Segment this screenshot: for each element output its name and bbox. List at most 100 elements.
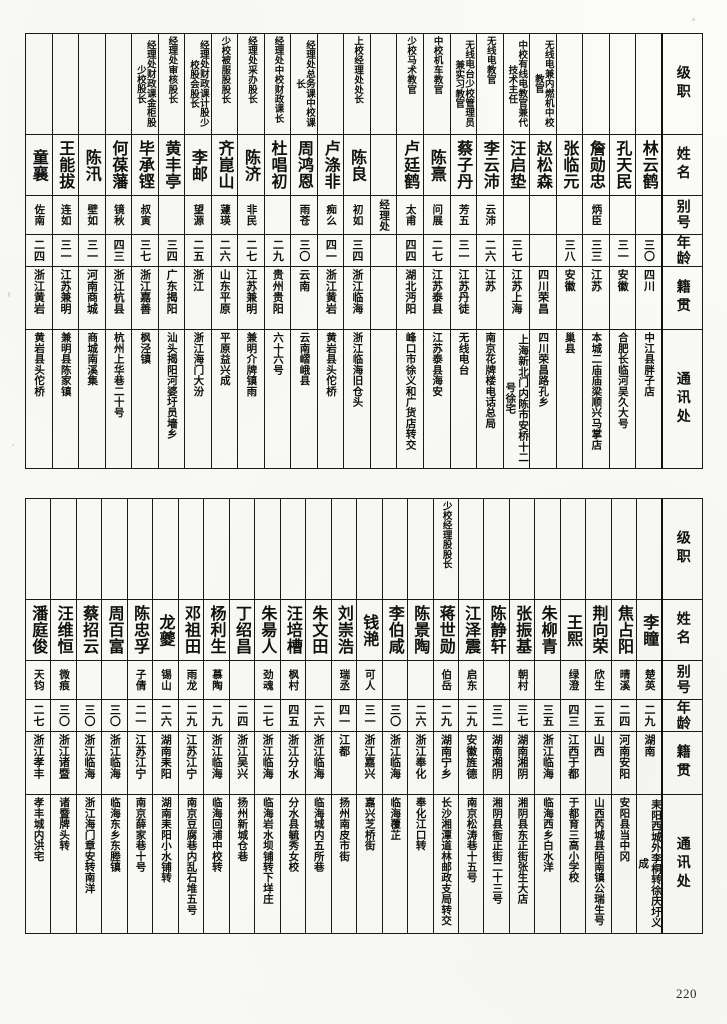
cell-native-place: 江都 (330, 731, 358, 796)
cell-native-place: 云南 (290, 266, 318, 331)
cell-inner: 三七 (510, 700, 534, 731)
native-place-text: 贵州贵阳 (271, 269, 285, 315)
row-label-name: 姓名 (661, 599, 703, 661)
cell-inner: 龙夔 (153, 600, 177, 660)
cell-name: 毕承铿 (131, 134, 159, 196)
address-text: 嘉兴芝桥街 (363, 797, 376, 851)
native-place-text: 浙江临海 (350, 269, 364, 315)
cell-age: 二四 (610, 698, 638, 733)
cell-inner: 二四 (230, 700, 254, 731)
cell-inner: 江泽震 (459, 600, 483, 660)
age-text: 四五 (286, 704, 300, 727)
cell-rank (330, 498, 358, 600)
cell-inner: 三三 (583, 235, 609, 266)
cell-inner: 何葆藩 (106, 135, 132, 195)
cell-native-place: 安徽旌德 (457, 731, 485, 796)
cell-inner: 上海新北门内陈市安桥十二号徐宅 (504, 330, 529, 468)
cell-inner: 锡山 (153, 661, 177, 699)
alias-text: 问展 (431, 204, 444, 226)
cell-inner: 黄岩县头佗桥 (318, 330, 344, 468)
native-place-text: 河南安阳 (617, 734, 631, 780)
cell-name: 周百富 (101, 599, 128, 661)
cell-alias: 劲魂 (254, 660, 281, 700)
cell-inner: 邓祖田 (179, 600, 203, 660)
native-place-text: 浙江诸暨 (57, 734, 71, 780)
native-place-text: 浙江黄岩 (32, 269, 46, 315)
cell-native-place: 安徽 (608, 266, 637, 331)
cell-native-place: 浙江临海 (534, 731, 561, 796)
cell-rank: 无线电兼内燃机中校教官 (529, 33, 557, 135)
cell-rank (635, 33, 663, 135)
age-text: 四四 (403, 239, 417, 262)
cell-inner: 江苏江宁 (179, 732, 203, 794)
cell-alias (555, 195, 584, 235)
cell-inner: 二六 (477, 235, 503, 266)
cell-rank (555, 33, 584, 135)
cell-native-place: 江苏兼明 (237, 266, 265, 331)
name-text: 齐崑山 (215, 140, 235, 190)
cell-alias: 太甫 (396, 195, 424, 235)
alias-text: 慕陶 (210, 669, 223, 691)
cell-inner: 伯岳 (434, 661, 458, 699)
rank-text: 少校马术教官 (405, 36, 417, 95)
age-text: 四三 (112, 239, 126, 262)
cell-inner (281, 499, 305, 599)
age-text: 二一 (133, 704, 147, 727)
cell-inner: 湖南耒阳 (153, 732, 177, 794)
cell-inner: 安徽旌德 (459, 732, 483, 794)
cell-inner: 浙江嘉善 (132, 267, 158, 329)
cell-inner: 四四 (397, 235, 423, 266)
cell-inner: 赵松森 (530, 135, 556, 195)
cell-inner: 云沛 (477, 196, 503, 234)
cell-inner: 临海覆芷 (383, 795, 407, 933)
name-text: 汪维恒 (54, 605, 74, 655)
roster-row-address: 孝丰城内洪宅 诸暨牌头转 浙江海门章安转南洋 临海东乡东塍镇 南京薛家巷十号 湖南耒阳小水… (24, 794, 703, 935)
cell-address: 临海东乡东塍镇 (101, 794, 128, 935)
cell-inner (318, 34, 344, 134)
alias-text: 非民 (245, 204, 258, 226)
cell-inner (557, 34, 583, 134)
age-text: 二五 (592, 704, 606, 727)
cell-inner (557, 196, 583, 234)
alias-text: 壁如 (86, 204, 99, 226)
cell-native-place: 浙江奉化 (407, 731, 434, 796)
cell-inner: 陈良 (344, 135, 370, 195)
cell-inner (610, 34, 636, 134)
cell-inner: 蔡子丹 (451, 135, 477, 195)
cell-inner: 二一 (128, 700, 152, 731)
cell-address: 汕头揭阳河婆圩员墻乡 (157, 329, 186, 470)
cell-alias (407, 660, 434, 700)
name-text: 朱昜人 (258, 605, 278, 655)
cell-inner (332, 499, 356, 599)
row-label-age: 年龄 (661, 698, 703, 733)
cell-alias (75, 660, 103, 700)
row-label-inner: 别号 (663, 661, 702, 699)
cell-rank (50, 498, 77, 600)
cell-age: 三〇 (50, 698, 77, 733)
cell-inner: 黄丰亭 (159, 135, 185, 195)
cell-name: 刘崇浩 (330, 599, 358, 661)
cell-rank (152, 498, 179, 600)
cell-inner: 童襄 (26, 135, 52, 195)
cell-native-place (369, 266, 398, 331)
cell-age: 二六 (305, 698, 332, 733)
cell-name: 汪启垫 (502, 134, 531, 196)
cell-inner: 雨龙 (179, 661, 203, 699)
cell-inner (408, 661, 432, 699)
cell-inner: 江苏泰县 (424, 267, 450, 329)
cell-inner: 四川荣昌路孔乡 (530, 330, 556, 468)
native-place-text: 山东平原 (218, 269, 232, 315)
cell-inner: 四一 (318, 235, 344, 266)
cell-inner: 三四 (344, 235, 370, 266)
cell-inner: 南京豆腐巷内乱石堆五号 (179, 795, 203, 933)
cell-inner: 三七 (132, 235, 158, 266)
age-text: 二六 (483, 239, 497, 262)
cell-age: 二五 (184, 233, 212, 268)
name-text: 陈济 (241, 148, 261, 182)
native-place-text: 江苏丹徒 (456, 269, 470, 315)
cell-rank (483, 498, 510, 600)
address-text: 兼明介牌镇雨 (245, 332, 258, 397)
cell-alias: 楚英 (636, 660, 663, 700)
cell-inner (306, 499, 330, 599)
cell-inner: 浙江嘉兴 (357, 732, 381, 794)
